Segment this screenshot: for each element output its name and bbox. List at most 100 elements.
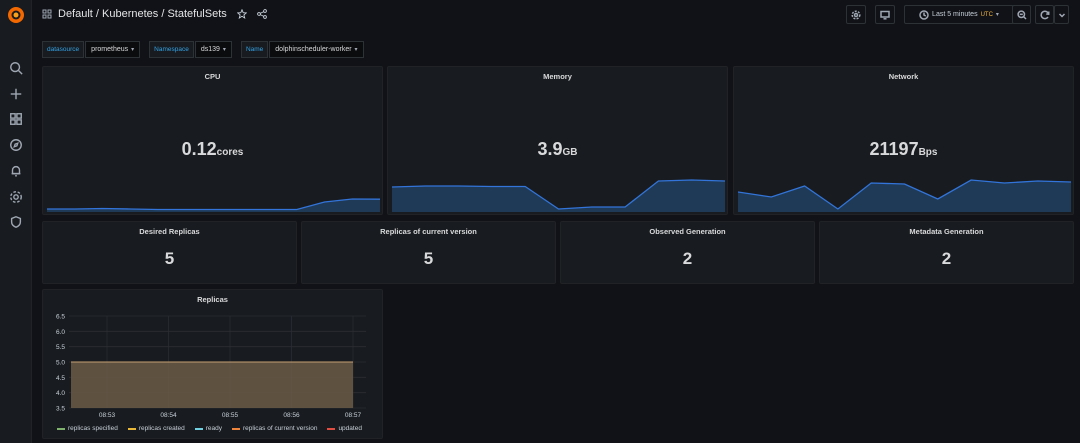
page-title[interactable]: Default / Kubernetes / StatefulSets [58, 8, 227, 20]
legend-label: ready [205, 425, 223, 432]
cpu-spark-line [47, 198, 380, 211]
dashboard-title-area: Default / Kubernetes / StatefulSets [42, 8, 267, 20]
x-tick-label: 08:57 [345, 412, 362, 419]
memory-stat-value: 3.9GB [388, 139, 727, 160]
cpu-sparkline [47, 198, 380, 212]
cpu-unit: cores [216, 147, 244, 158]
share-icon[interactable] [256, 9, 267, 19]
network-panel[interactable]: Network 21197Bps [733, 66, 1074, 215]
network-unit: Bps [918, 147, 938, 158]
legend-item[interactable]: replicas of current version [232, 425, 317, 432]
refresh-button[interactable] [1035, 5, 1054, 24]
time-picker-button[interactable]: Last 5 minutes UTC ▾ [904, 5, 1014, 24]
gear-icon [851, 9, 861, 20]
legend-label: updated [338, 425, 362, 432]
star-icon[interactable] [236, 9, 247, 19]
observed-generation-panel[interactable]: Observed Generation 2 [560, 221, 815, 284]
dashboard-settings-button[interactable] [846, 5, 866, 24]
y-tick-label: 5.0 [56, 360, 65, 367]
legend-label: replicas of current version [243, 425, 318, 432]
time-range-label: Last 5 minutes [932, 11, 978, 18]
chevron-down-icon: ▾ [354, 47, 358, 53]
tv-mode-button[interactable] [875, 5, 895, 24]
dashboard-grid-icon [42, 9, 52, 19]
refresh-interval-dropdown[interactable] [1054, 5, 1069, 24]
grafana-logo-icon[interactable] [6, 5, 26, 25]
sidebar [0, 0, 32, 443]
panel-title: Network [888, 72, 919, 81]
network-value: 21197 [869, 139, 919, 159]
legend-item[interactable]: replicas created [127, 425, 185, 432]
network-spark-line [738, 179, 1071, 210]
alerting-bell-icon[interactable] [8, 163, 24, 179]
legend-label: replicas created [138, 425, 185, 432]
x-tick-label: 08:56 [283, 412, 300, 419]
panel-title: Replicas [197, 295, 228, 304]
desired-replicas-panel[interactable]: Desired Replicas 5 [42, 221, 297, 284]
clock-icon [919, 9, 929, 20]
network-stat-value: 21197Bps [734, 139, 1073, 160]
panel-title: CPU [204, 72, 221, 81]
namespace-value: ds139 [200, 46, 220, 53]
panel-title: Observed Generation [649, 227, 726, 236]
name-select[interactable]: dolphinscheduler-worker ▾ [269, 41, 364, 58]
chevron-down-icon: ▾ [131, 47, 135, 53]
metadata-generation-value: 2 [941, 249, 952, 268]
monitor-icon [880, 10, 890, 20]
y-tick-label: 6.0 [56, 329, 65, 336]
x-tick-label: 08:53 [99, 412, 116, 419]
legend-swatch [57, 427, 65, 430]
replicas-area [71, 362, 353, 408]
cpu-stat-value: 0.12cores [43, 139, 382, 160]
plus-icon[interactable] [8, 86, 24, 102]
legend-swatch [127, 427, 136, 430]
dashboards-icon[interactable] [8, 111, 24, 127]
cpu-panel[interactable]: CPU 0.12cores [42, 66, 383, 215]
replicas-legend: replicas specified replicas created ready r… [57, 425, 362, 432]
y-tick-label: 4.0 [56, 390, 65, 397]
refresh-icon [1039, 10, 1050, 19]
network-spark-area [738, 180, 1071, 212]
panel-title: Replicas of current version [380, 227, 477, 236]
chevron-down-icon: ▾ [995, 12, 999, 18]
y-tick-label: 3.5 [56, 406, 65, 413]
y-tick-label: 4.5 [56, 375, 65, 382]
memory-value: 3.9 [537, 139, 563, 159]
memory-unit: GB [562, 147, 578, 158]
datasource-value: prometheus [91, 46, 129, 53]
shield-icon[interactable] [8, 214, 24, 230]
settings-gear-icon[interactable] [8, 189, 24, 205]
datasource-select[interactable]: prometheus ▾ [85, 41, 141, 58]
zoom-out-button[interactable] [1012, 5, 1031, 24]
replicas-panel[interactable]: Replicas 3.5 4.0 4.5 5.0 5.5 6.0 6.5 08:53 08:54… [42, 289, 383, 439]
desired-replicas-value: 5 [164, 249, 175, 268]
legend-label: replicas specified [68, 425, 118, 432]
legend-item[interactable]: replicas specified [57, 425, 118, 432]
legend-swatch [194, 427, 203, 430]
explore-compass-icon[interactable] [8, 137, 24, 153]
chevron-down-icon: ▾ [222, 47, 226, 53]
legend-swatch [327, 427, 336, 430]
zoom-out-icon [1016, 9, 1027, 20]
cpu-value: 0.12 [181, 139, 217, 159]
x-tick-label: 08:54 [160, 412, 177, 419]
legend-item[interactable]: ready [194, 425, 223, 432]
memory-spark-line [392, 179, 725, 210]
memory-sparkline [392, 179, 725, 212]
panel-title: Desired Replicas [139, 227, 200, 236]
y-tick-label: 6.5 [56, 314, 65, 321]
memory-panel[interactable]: Memory 3.9GB [387, 66, 728, 215]
legend-item[interactable]: updated [327, 425, 362, 432]
network-sparkline [738, 179, 1071, 212]
name-value: dolphinscheduler-worker [275, 46, 352, 53]
metadata-generation-panel[interactable]: Metadata Generation 2 [819, 221, 1074, 284]
search-icon[interactable] [8, 60, 24, 76]
var-label-datasource: datasource [42, 41, 85, 58]
x-tick-label: 08:55 [222, 412, 239, 419]
namespace-select[interactable]: ds139 ▾ [194, 41, 232, 58]
topbar: Default / Kubernetes / StatefulSets Last… [32, 0, 1080, 30]
current-version-replicas-panel[interactable]: Replicas of current version 5 [301, 221, 556, 284]
replicas-chart: 3.5 4.0 4.5 5.0 5.5 6.0 6.5 08:53 08:54 08:55 08:5… [56, 314, 366, 419]
var-label-name: Name [240, 41, 269, 58]
current-version-replicas-value: 5 [423, 249, 434, 268]
